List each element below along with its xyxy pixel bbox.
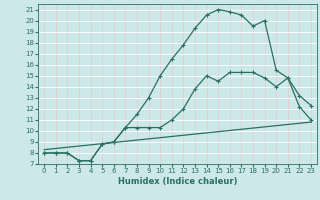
X-axis label: Humidex (Indice chaleur): Humidex (Indice chaleur) bbox=[118, 177, 237, 186]
